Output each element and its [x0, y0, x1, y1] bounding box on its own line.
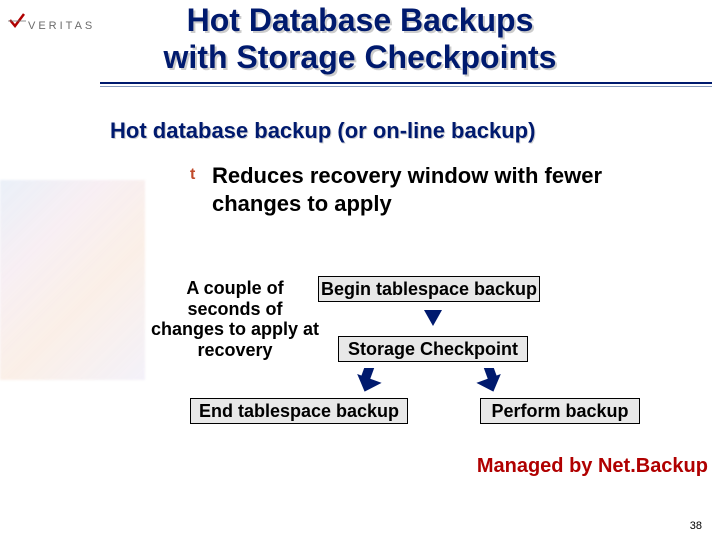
- bullet-text: Reduces recovery window with fewer chang…: [212, 162, 670, 217]
- box-end-backup: End tablespace backup: [190, 398, 408, 424]
- box-begin-backup: Begin tablespace backup: [318, 276, 540, 302]
- page-number: 38: [690, 520, 702, 532]
- arrow-down-icon: [424, 310, 442, 326]
- title-rule: [100, 82, 712, 87]
- section-heading: Hot database backup (or on-line backup): [110, 118, 535, 144]
- slide-title: Hot Database Backups with Storage Checkp…: [0, 0, 720, 76]
- logo: VERITAS: [8, 12, 95, 35]
- title-line-1: Hot Database Backups: [187, 2, 534, 38]
- box-perform-backup: Perform backup: [480, 398, 640, 424]
- logo-check-icon: [8, 12, 26, 30]
- bullet-marker-icon: t: [190, 166, 195, 184]
- arrow-down-left-icon: [356, 368, 378, 390]
- flow-diagram: A couple of seconds of changes to apply …: [0, 250, 720, 470]
- bullet-item: t Reduces recovery window with fewer cha…: [190, 162, 670, 217]
- box-storage-checkpoint: Storage Checkpoint: [338, 336, 528, 362]
- arrow-down-right-icon: [480, 368, 502, 390]
- logo-text: VERITAS: [28, 20, 95, 32]
- diagram-caption: A couple of seconds of changes to apply …: [150, 278, 320, 361]
- managed-by-label: Managed by Net.Backup: [477, 455, 708, 478]
- title-line-2: with Storage Checkpoints: [164, 39, 557, 75]
